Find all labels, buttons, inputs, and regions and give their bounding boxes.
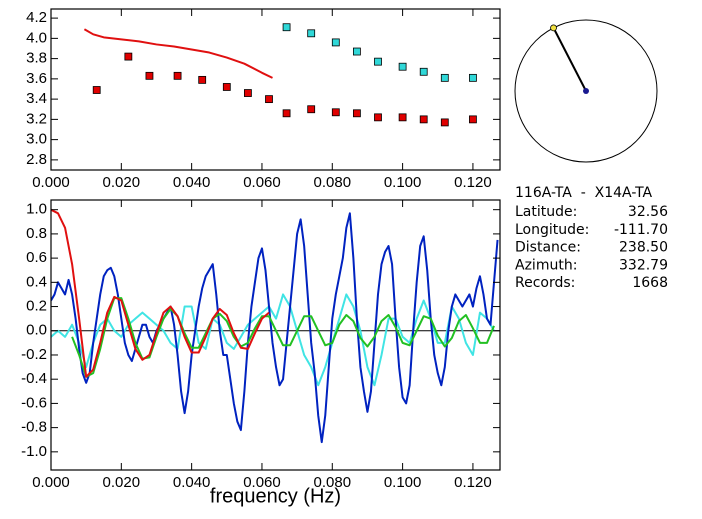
point [198, 75, 207, 84]
azimuth-line [552, 27, 587, 92]
point [282, 109, 291, 118]
point [469, 73, 477, 82]
y-tick-label: -0.6 [21, 394, 47, 411]
x-tick-label: 0.100 [384, 474, 422, 491]
info-label: Records: [515, 275, 575, 291]
curve [51, 212, 499, 444]
info-value: 332.79 [619, 257, 668, 273]
point [440, 118, 449, 127]
point [222, 83, 231, 91]
x-tick-label: 0.080 [314, 474, 352, 491]
plot-frame [50, 199, 501, 471]
x-tick-label: 0.120 [454, 474, 492, 491]
point [469, 115, 477, 124]
x-tick-label: 0.020 [103, 474, 141, 491]
plot-area [83, 23, 477, 127]
info-value: 32.56 [628, 204, 668, 220]
point [307, 105, 316, 114]
y-tick-label: 0.2 [26, 298, 47, 315]
y-tick-label: 3.4 [26, 90, 47, 107]
y-tick-label: 4.2 [26, 9, 47, 26]
point [398, 62, 407, 71]
y-tick-label: -0.8 [21, 419, 47, 436]
y-tick-label: -0.2 [21, 346, 47, 363]
center-dot [583, 88, 589, 94]
x-tick-label: 0.080 [314, 174, 352, 191]
x-tick-label: 0.020 [103, 174, 141, 191]
x-tick-label: 0.000 [32, 174, 70, 191]
info-value: -111.70 [614, 222, 668, 238]
azimuth-circle [514, 19, 658, 163]
y-tick-label: 0.6 [26, 249, 47, 266]
y-tick-label: 3.2 [26, 110, 47, 127]
point [419, 67, 428, 76]
point [243, 89, 252, 97]
x-tick-label: 0.040 [173, 174, 211, 191]
y-tick-label: 4.0 [26, 29, 47, 46]
info-label: Distance: [515, 240, 581, 256]
point [282, 23, 291, 32]
x-tick-label: 0.100 [384, 174, 422, 191]
point [173, 71, 182, 80]
y-tick-label: 1.0 [26, 201, 47, 218]
point [374, 57, 382, 66]
y-tick-label: 2.8 [26, 151, 47, 168]
info-value: 238.50 [619, 240, 668, 256]
y-tick-label: 0.4 [26, 273, 47, 290]
point [265, 95, 273, 104]
point [440, 73, 449, 82]
y-tick-label: 3.8 [26, 50, 47, 67]
x-tick-label: 0.000 [32, 474, 70, 491]
point [124, 52, 133, 61]
x-tick-label: 0.120 [454, 174, 492, 191]
y-tick-label: 3.0 [26, 131, 47, 148]
curve [83, 28, 273, 79]
point [145, 71, 154, 80]
station-dot [550, 24, 557, 32]
x-axis-label: frequency (Hz) [210, 485, 341, 507]
point [331, 108, 340, 117]
station-pair: 116A-TA - X14A-TA [515, 185, 653, 201]
curve [51, 293, 495, 387]
plot-area [51, 208, 500, 444]
info-label: Azimuth: [515, 257, 577, 273]
info-label: Latitude: [515, 204, 577, 220]
point [374, 113, 382, 122]
curve [51, 208, 270, 378]
point [92, 86, 101, 94]
point [331, 38, 340, 47]
y-tick-label: 0.0 [26, 322, 47, 339]
point [352, 47, 361, 56]
y-tick-label: -1.0 [21, 443, 47, 460]
point [352, 109, 361, 118]
y-tick-label: -0.4 [21, 370, 47, 387]
point [398, 113, 407, 122]
y-tick-label: 3.6 [26, 70, 47, 87]
x-tick-label: 0.040 [173, 474, 211, 491]
x-tick-label: 0.060 [243, 174, 281, 191]
point [419, 115, 428, 124]
x-tick-label: 0.060 [243, 474, 281, 491]
plot-frame [50, 8, 501, 171]
y-tick-label: 0.8 [26, 225, 47, 242]
info-value: 1668 [632, 275, 668, 291]
point [307, 29, 316, 38]
info-label: Longitude: [515, 222, 589, 238]
